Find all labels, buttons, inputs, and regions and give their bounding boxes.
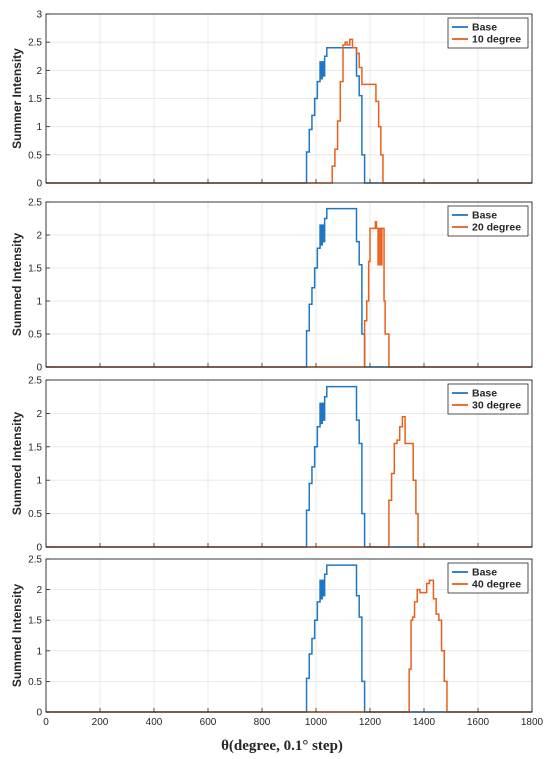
y-axis-label: Summed Intensity (10, 584, 24, 688)
x-tick-label: 800 (254, 717, 271, 728)
x-tick-label: 600 (200, 717, 217, 728)
series-line-base (46, 564, 532, 713)
series-line-shifted (46, 579, 532, 713)
panel-4: 0 0.5 1 1.5 2 2.5 0 200 400 600 800 1000 1200 1400 160… (10, 555, 544, 729)
x-tick-label: 200 (92, 717, 109, 728)
y-axis-label: Summed Intensity (10, 412, 24, 516)
y-tick-label: 0 (36, 363, 42, 374)
series-line-base (46, 207, 532, 368)
y-tick-label: 2.5 (28, 555, 42, 566)
y-tick-label: 0.5 (28, 677, 42, 688)
legend-label: Base (472, 210, 497, 222)
legend-label: Base (472, 22, 497, 34)
y-tick-label: 3 (36, 10, 42, 21)
y-tick-label: 2.5 (28, 38, 42, 49)
y-tick-label: 2.5 (28, 198, 42, 209)
series-line-base (46, 385, 532, 548)
series-line-shifted (46, 38, 532, 184)
y-tick-label: 1.5 (28, 264, 42, 275)
legend-box (447, 383, 529, 415)
legend-box (447, 562, 529, 594)
x-tick-label: 1600 (467, 717, 490, 728)
series-line-shifted (46, 221, 532, 368)
y-tick-label: 0 (36, 543, 42, 554)
y-tick-label: 2 (36, 409, 42, 420)
legend-label: 10 degree (472, 34, 521, 46)
y-tick-label: 1.5 (28, 616, 42, 627)
y-axis-label: Summed Intensity (10, 233, 24, 337)
series-line-base (46, 47, 532, 184)
y-axis-label: Summer Intensity (10, 48, 24, 149)
x-axis-label: θ(degree, 0.1° step) (221, 738, 343, 754)
axes-frame (45, 201, 533, 368)
x-tick-label: 1000 (305, 717, 328, 728)
legend-label: Base (472, 567, 497, 579)
legend-box (447, 17, 529, 49)
axes-frame (45, 558, 533, 713)
y-tick-label: 0.5 (28, 509, 42, 520)
legend-label: Base (472, 388, 497, 400)
legend-box (447, 205, 529, 237)
y-tick-label: 2 (36, 585, 42, 596)
x-tick-label: 0 (43, 717, 49, 728)
y-tick-label: 1 (36, 476, 42, 487)
legend-label: 30 degree (472, 400, 521, 412)
y-tick-label: 1.5 (28, 94, 42, 105)
x-tick-label: 1400 (413, 717, 436, 728)
x-tick-label: 1800 (521, 717, 544, 728)
series-line-shifted (46, 415, 532, 548)
y-tick-label: 1.5 (28, 442, 42, 453)
x-tick-label: 400 (146, 717, 163, 728)
y-tick-label: 2 (36, 66, 42, 77)
y-tick-label: 0.5 (28, 330, 42, 341)
y-tick-label: 0 (36, 179, 42, 190)
y-tick-label: 0 (36, 708, 42, 719)
legend-label: 40 degree (472, 579, 521, 591)
x-tick-label: 1200 (359, 717, 382, 728)
y-tick-label: 2 (36, 231, 42, 242)
y-tick-label: 1 (36, 646, 42, 657)
y-tick-label: 1 (36, 122, 42, 133)
y-tick-label: 1 (36, 297, 42, 308)
axes-frame (45, 379, 533, 548)
y-tick-label: 2.5 (28, 376, 42, 387)
legend-label: 20 degree (472, 222, 521, 234)
y-tick-label: 0.5 (28, 150, 42, 161)
